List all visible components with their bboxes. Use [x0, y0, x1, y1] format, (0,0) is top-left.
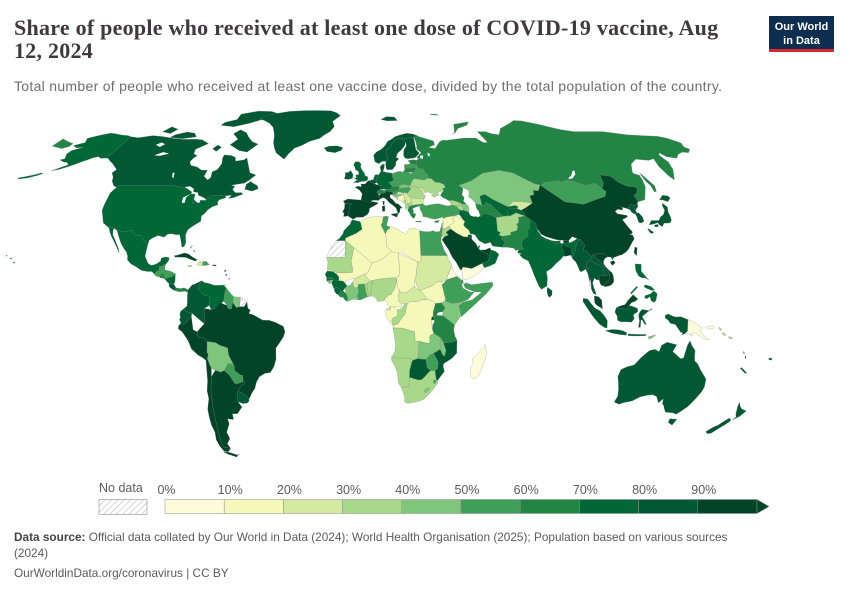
svg-text:40%: 40% [395, 483, 420, 497]
svg-text:50%: 50% [454, 483, 479, 497]
svg-text:60%: 60% [514, 483, 539, 497]
svg-text:90%: 90% [691, 483, 716, 497]
svg-text:80%: 80% [632, 483, 657, 497]
svg-text:0%: 0% [157, 483, 175, 497]
svg-text:70%: 70% [573, 483, 598, 497]
svg-text:30%: 30% [336, 483, 361, 497]
svg-text:10%: 10% [218, 483, 243, 497]
svg-text:20%: 20% [277, 483, 302, 497]
